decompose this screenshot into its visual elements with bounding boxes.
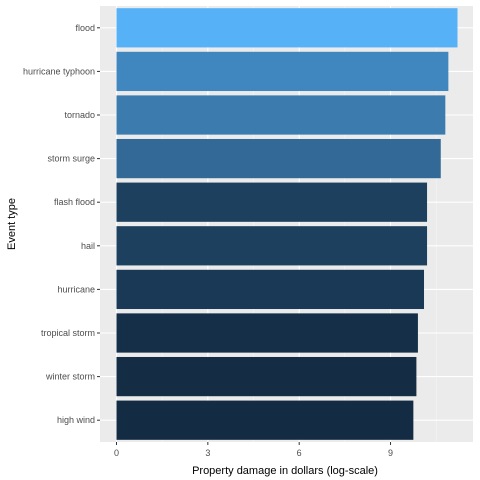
y-axis: flood hurricane typhoon tornado storm surge… (23, 23, 100, 425)
bar-flood (116, 8, 458, 48)
x-tick-label: 6 (297, 448, 302, 458)
y-axis-title: Event type (6, 198, 18, 250)
bar-hurricane-typhoon (116, 51, 449, 92)
bar-tornado (116, 95, 446, 135)
y-tick-label: hurricane (57, 284, 95, 294)
y-tick-label: hurricane typhoon (23, 66, 95, 76)
x-tick-label: 9 (388, 448, 393, 458)
y-tick-label: hail (81, 241, 95, 251)
bar-tropical-storm (116, 313, 418, 353)
bar-high-wind (116, 400, 414, 440)
y-tick-label: tornado (64, 110, 95, 120)
y-tick-label: storm surge (47, 154, 95, 164)
y-tick-label: winter storm (45, 372, 95, 382)
bar-hurricane (116, 269, 425, 310)
y-tick-label: tropical storm (41, 328, 95, 338)
bars-group (116, 8, 458, 440)
x-axis: 0 3 6 9 (114, 442, 393, 458)
y-tick-label: high wind (57, 415, 95, 425)
bar-storm-surge (116, 138, 441, 179)
x-tick-label: 0 (114, 448, 119, 458)
y-tick-label: flood (75, 23, 95, 33)
bar-flash-flood (116, 182, 428, 222)
x-axis-title: Property damage in dollars (log-scale) (192, 465, 378, 477)
x-tick-label: 3 (205, 448, 210, 458)
bar-winter-storm (116, 356, 417, 397)
bar-hail (116, 226, 428, 266)
y-tick-label: flash flood (54, 197, 95, 207)
